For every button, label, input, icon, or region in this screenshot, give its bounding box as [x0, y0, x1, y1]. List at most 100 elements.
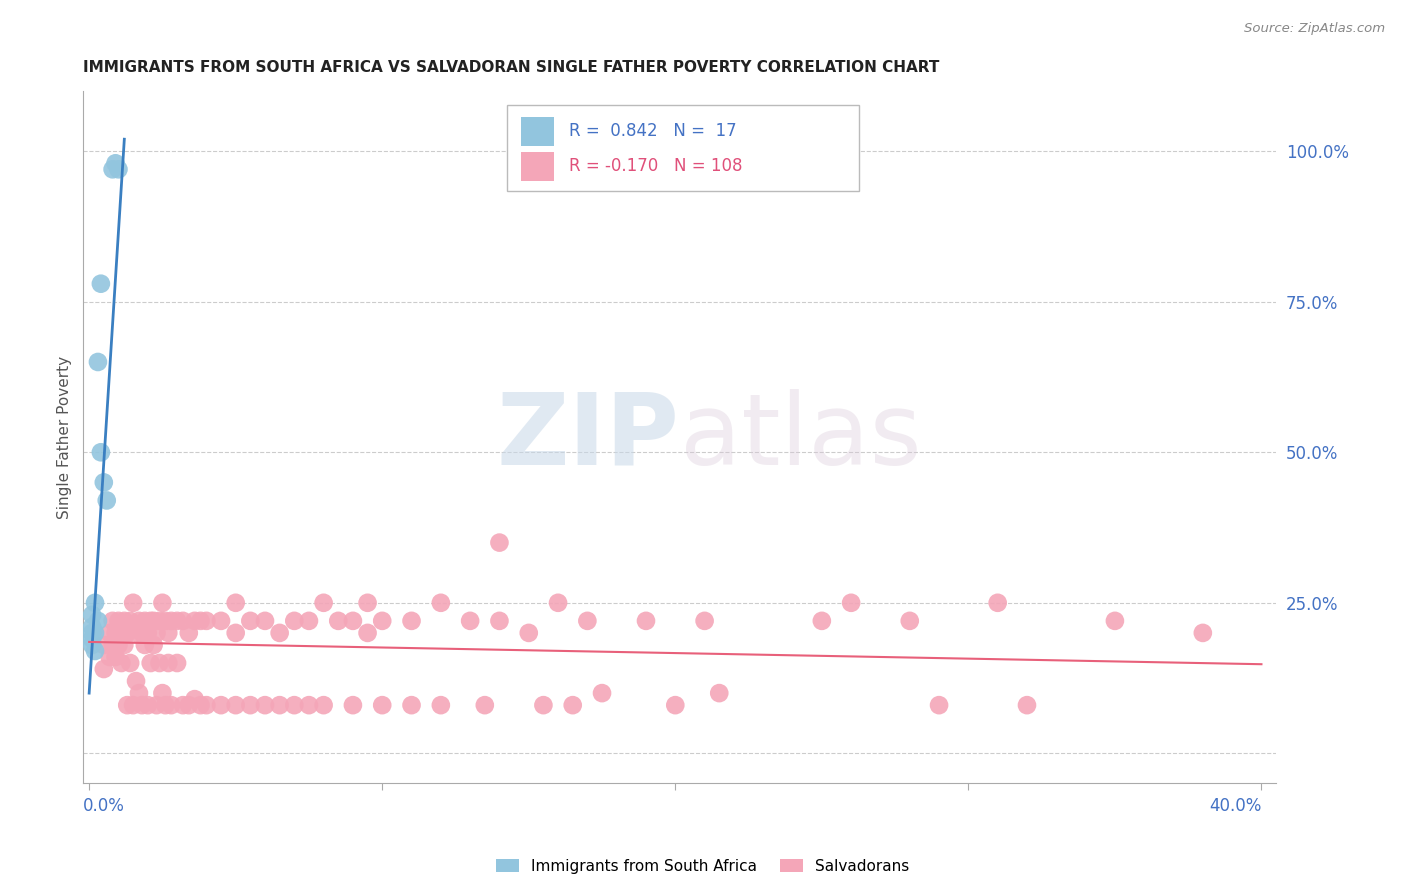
- Point: [110, 656, 132, 670]
- Point: [547, 596, 569, 610]
- Text: R =  0.842   N =  17: R = 0.842 N = 17: [569, 122, 737, 140]
- Point: [190, 614, 212, 628]
- Point: [312, 698, 335, 713]
- Point: [298, 698, 321, 713]
- Point: [80, 620, 103, 634]
- Point: [160, 614, 183, 628]
- Point: [328, 614, 350, 628]
- Point: [183, 614, 205, 628]
- Point: [90, 277, 112, 291]
- Point: [145, 626, 167, 640]
- Point: [148, 614, 170, 628]
- Point: [125, 674, 148, 689]
- Point: [356, 626, 378, 640]
- Point: [80, 638, 103, 652]
- Point: [152, 686, 174, 700]
- Point: [112, 638, 135, 652]
- Text: atlas: atlas: [679, 389, 921, 486]
- Point: [209, 698, 232, 713]
- Point: [195, 698, 218, 713]
- Point: [104, 626, 127, 640]
- Point: [80, 626, 103, 640]
- Point: [298, 614, 321, 628]
- Point: [239, 614, 262, 628]
- Point: [371, 698, 394, 713]
- Point: [117, 698, 139, 713]
- Point: [458, 614, 481, 628]
- Point: [84, 596, 107, 610]
- Point: [401, 698, 423, 713]
- Point: [709, 686, 731, 700]
- Point: [93, 638, 115, 652]
- Point: [561, 698, 583, 713]
- Point: [474, 698, 496, 713]
- Point: [84, 626, 107, 640]
- Point: [155, 614, 177, 628]
- Text: IMMIGRANTS FROM SOUTH AFRICA VS SALVADORAN SINGLE FATHER POVERTY CORRELATION CHA: IMMIGRANTS FROM SOUTH AFRICA VS SALVADOR…: [83, 60, 939, 75]
- Point: [90, 445, 112, 459]
- Point: [84, 644, 107, 658]
- Point: [517, 626, 540, 640]
- Point: [155, 698, 177, 713]
- Text: 0.0%: 0.0%: [83, 797, 125, 814]
- Legend: Immigrants from South Africa, Salvadorans: Immigrants from South Africa, Salvadoran…: [491, 853, 915, 880]
- Point: [342, 698, 364, 713]
- Point: [101, 614, 124, 628]
- Point: [172, 614, 194, 628]
- Point: [225, 698, 247, 713]
- Point: [104, 156, 127, 170]
- Point: [139, 656, 162, 670]
- Point: [225, 626, 247, 640]
- Point: [269, 698, 291, 713]
- Point: [136, 626, 159, 640]
- Point: [634, 614, 657, 628]
- Point: [110, 626, 132, 640]
- Point: [80, 607, 103, 622]
- Y-axis label: Single Father Poverty: Single Father Poverty: [58, 356, 72, 519]
- Point: [283, 614, 305, 628]
- Point: [430, 698, 453, 713]
- Point: [117, 626, 139, 640]
- Text: ZIP: ZIP: [496, 389, 679, 486]
- Point: [142, 614, 165, 628]
- Point: [98, 626, 121, 640]
- Point: [898, 614, 921, 628]
- Point: [371, 614, 394, 628]
- Point: [157, 656, 180, 670]
- Point: [430, 596, 453, 610]
- Text: R = -0.170   N = 108: R = -0.170 N = 108: [569, 157, 742, 175]
- Point: [253, 698, 276, 713]
- Point: [128, 686, 150, 700]
- Point: [183, 692, 205, 706]
- Point: [134, 614, 156, 628]
- Point: [80, 632, 103, 646]
- Text: Source: ZipAtlas.com: Source: ZipAtlas.com: [1244, 22, 1385, 36]
- Point: [239, 698, 262, 713]
- Point: [401, 614, 423, 628]
- Point: [98, 650, 121, 665]
- Point: [488, 614, 510, 628]
- Point: [142, 638, 165, 652]
- Point: [190, 698, 212, 713]
- Point: [134, 638, 156, 652]
- Point: [531, 698, 554, 713]
- Point: [839, 596, 862, 610]
- Point: [145, 698, 167, 713]
- Point: [209, 614, 232, 628]
- Point: [157, 626, 180, 640]
- Point: [125, 626, 148, 640]
- Bar: [522, 152, 554, 181]
- Bar: [522, 118, 554, 146]
- Point: [195, 614, 218, 628]
- Point: [488, 535, 510, 549]
- Point: [342, 614, 364, 628]
- Point: [1191, 626, 1213, 640]
- Point: [87, 614, 110, 628]
- Point: [112, 614, 135, 628]
- Point: [1104, 614, 1126, 628]
- Point: [93, 662, 115, 676]
- Point: [269, 626, 291, 640]
- Point: [160, 698, 183, 713]
- Point: [120, 614, 142, 628]
- Point: [177, 626, 200, 640]
